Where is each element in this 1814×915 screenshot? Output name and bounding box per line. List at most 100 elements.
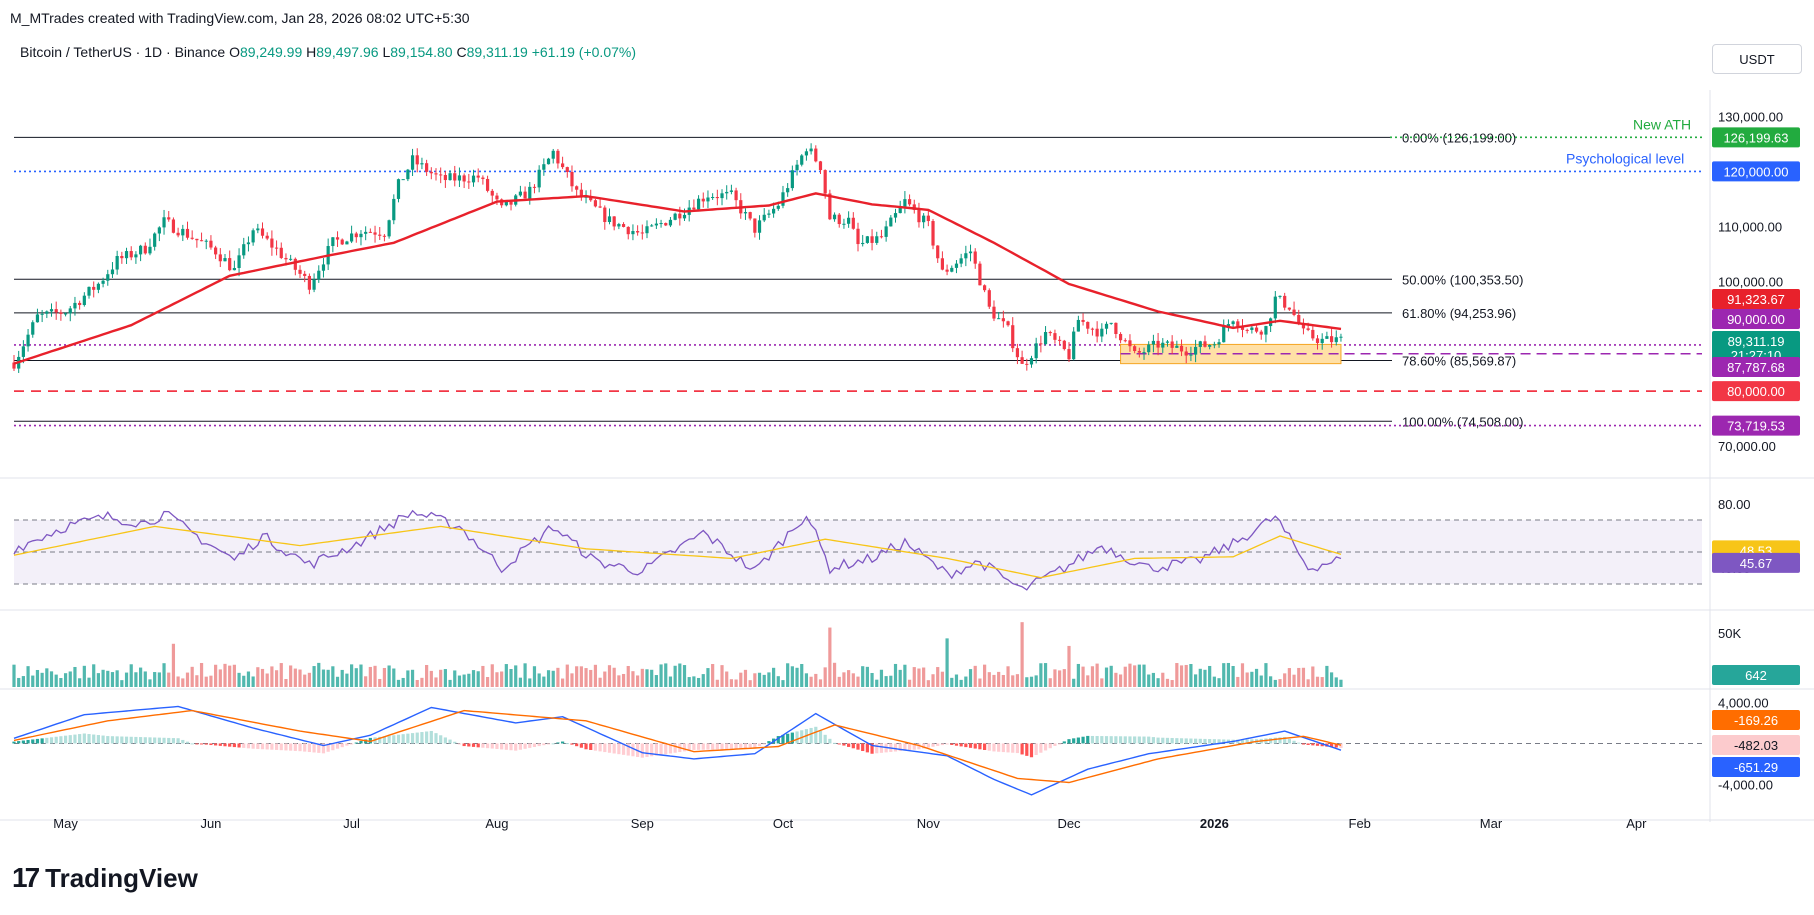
candle [804,148,809,161]
volume-bar [228,665,232,687]
candle [148,238,152,256]
volume-bar [392,668,396,687]
volume-bar [1001,674,1005,687]
volume-bar [743,669,748,687]
candle [870,229,874,251]
volume-bar [462,674,466,687]
candle-body [757,220,762,233]
symbol-legend[interactable]: Bitcoin / TetherUS · 1D · Binance O89,24… [20,44,636,60]
candle [429,167,433,180]
macd-histogram-bar [218,743,222,746]
candle-body [1086,321,1090,329]
candle-body [181,228,185,236]
candle-body [940,258,944,270]
candle [260,222,265,239]
candle-body [359,233,363,238]
candle-body [462,175,466,182]
volume-bar [218,669,222,687]
tradingview-logo[interactable]: 17 TradingView [12,862,198,894]
symbol-name[interactable]: Bitcoin / TetherUS · 1D · Binance [20,44,226,60]
candle [359,230,363,246]
signal-line [13,709,1342,784]
candle [378,227,382,240]
candle-body [1273,296,1277,319]
candle [720,189,724,206]
candle-body [856,228,860,245]
currency-button[interactable]: USDT [1712,44,1802,74]
candle [1325,331,1329,339]
candle [279,242,283,260]
fib-label-4: 100.00% (74,508.00) [1402,414,1523,429]
candle-body [607,216,612,223]
open-label: O [229,44,240,60]
candle-body [1142,352,1146,354]
macd-histogram-bar [1329,743,1334,748]
volume-bar [17,677,21,687]
volume-bar [1175,663,1179,687]
macd-histogram-bar [270,743,274,750]
macd-histogram-bar [335,743,340,749]
level-label-0: Psychological level [1566,150,1684,166]
candle-body [124,251,129,259]
candle-body [551,150,555,159]
volume-bar [945,638,949,687]
candle [1170,335,1174,355]
candle [598,198,602,209]
volume-bar [270,666,274,687]
volume-bar [467,673,471,687]
candle-body [481,177,485,179]
candle-body [715,197,719,199]
candle [256,223,260,234]
macd-histogram-bar [523,743,527,749]
candle [954,260,959,274]
volume-bar [251,676,255,687]
volume-bar [1320,677,1324,687]
macd-histogram-bar [1109,736,1113,744]
macd-histogram-bar [879,743,884,753]
macd-histogram-bar [12,741,16,744]
candle [21,340,25,364]
candle-body [270,238,274,248]
volume-bar [500,671,504,687]
macd-histogram-bar [420,732,424,744]
candle-body [73,302,77,309]
candle [350,225,354,244]
volume-bar [1231,665,1235,687]
candle-body [950,267,954,272]
main-price-tag-3-bg [1712,357,1800,377]
candle-body [823,170,827,194]
macd-histogram-bar [500,743,504,750]
candle [1301,318,1306,335]
volume-bar [804,673,809,687]
candle [725,185,729,200]
level-price-tag-2-bg [1712,381,1800,402]
candle [861,234,865,247]
candle-body [12,362,16,369]
candle [199,232,204,242]
level-price-tag-1: 126,199.63 [1712,127,1800,148]
volume-bar [1236,676,1240,687]
candle [664,222,668,227]
volume-bar [861,666,865,687]
macd-histogram-bar [1015,743,1020,754]
candle [884,220,888,242]
candle-body [199,240,204,242]
candle [1236,319,1240,333]
candle [715,189,719,206]
candle-body [893,213,898,218]
macd-histogram-bar [570,743,574,745]
volume-bar [368,666,372,687]
volume-bar [12,664,16,687]
macd-histogram-bar [1301,743,1306,745]
candle [228,250,232,272]
volume-bar [82,665,86,687]
fib-label-2: 61.80% (94,253.96) [1402,306,1516,321]
candle-body [1259,331,1263,335]
candle [711,193,715,200]
candle [1100,323,1104,343]
volume-bar [973,665,977,687]
volume-bar [528,678,532,687]
macd-histogram-bar [598,743,602,752]
candle [204,239,208,250]
